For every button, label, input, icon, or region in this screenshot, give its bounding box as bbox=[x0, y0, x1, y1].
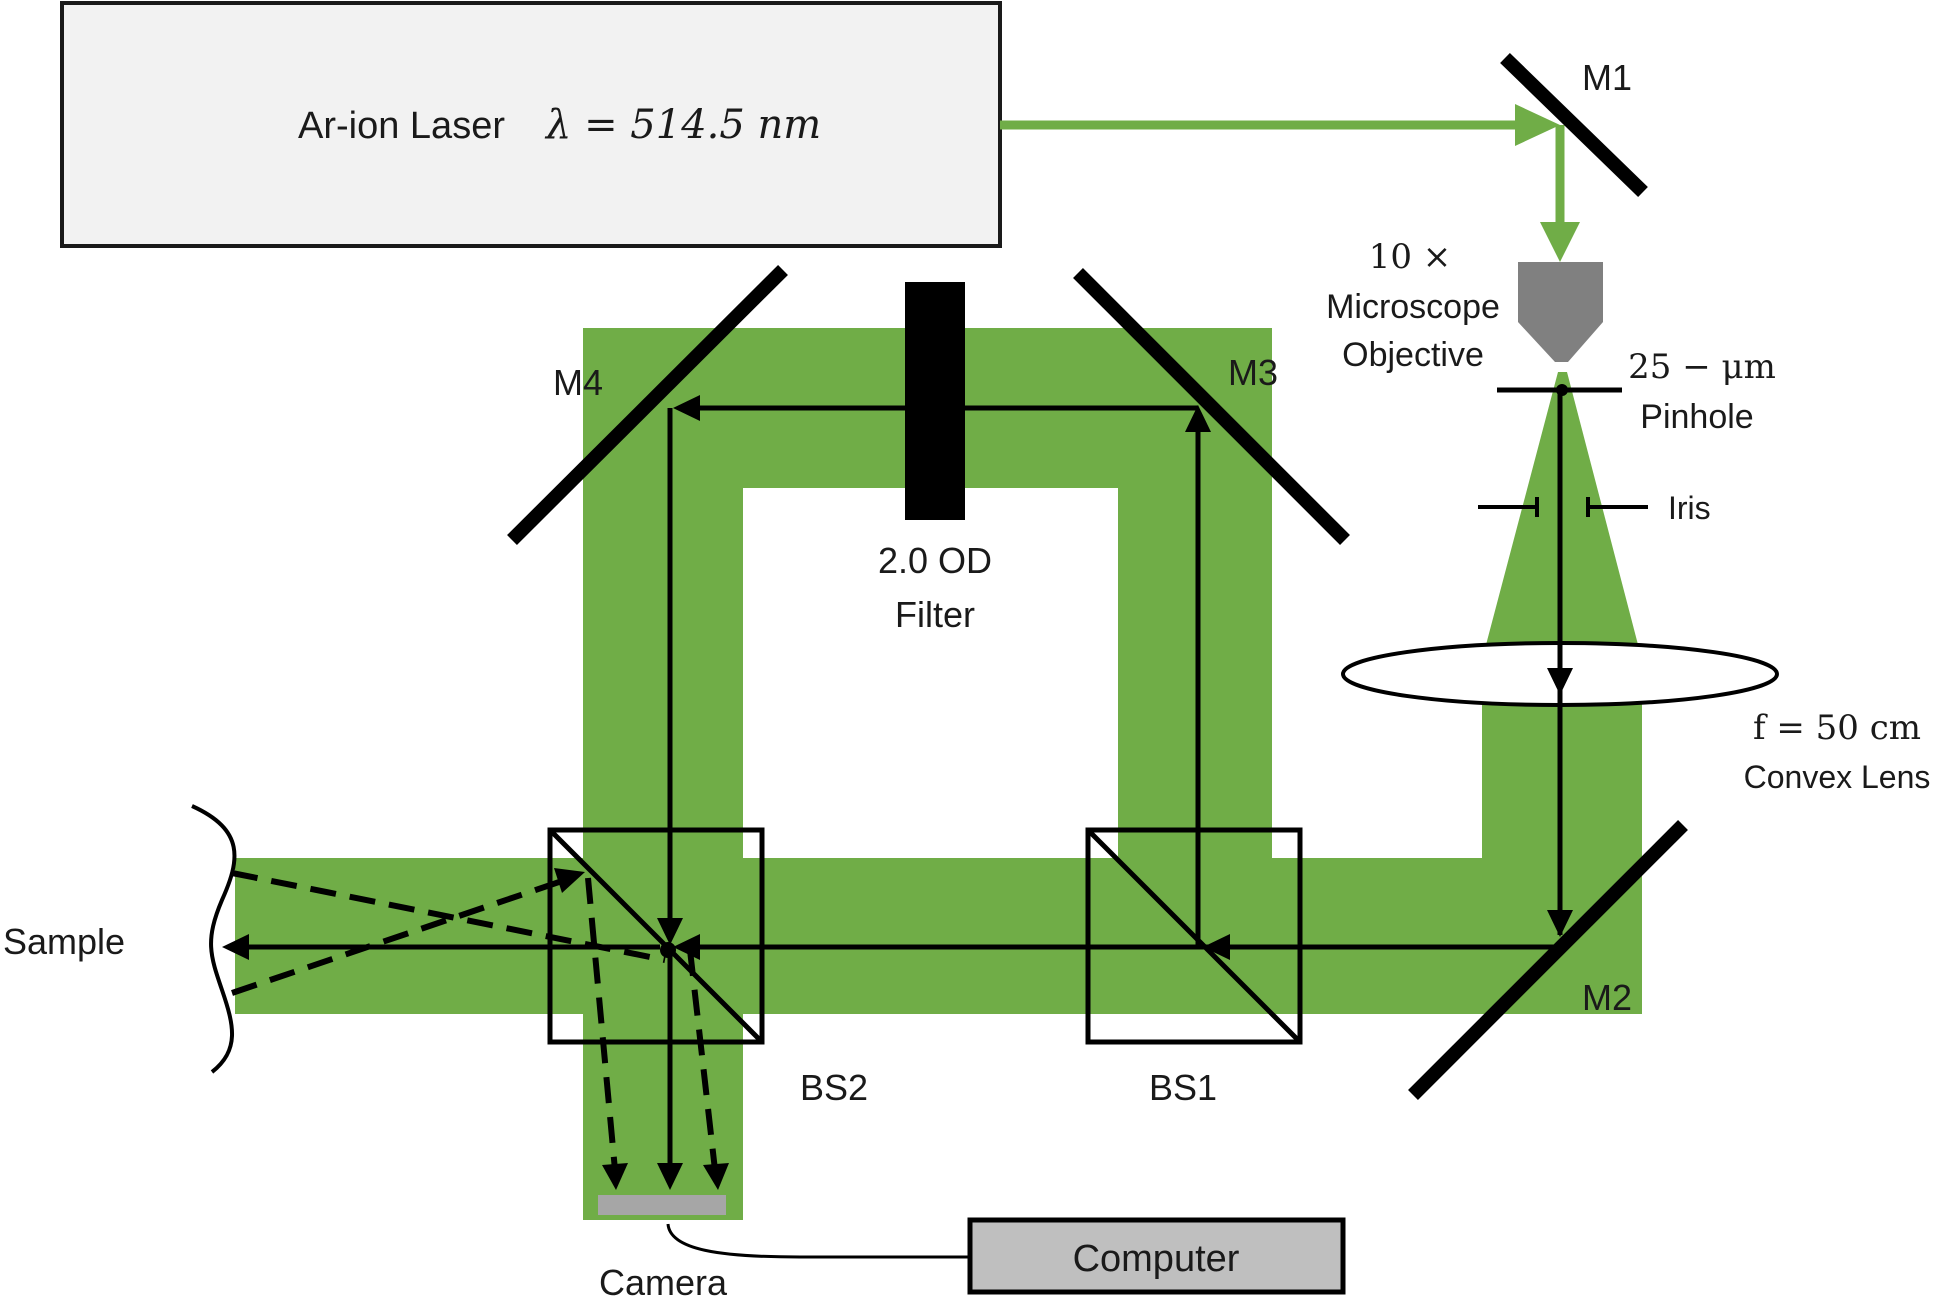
objective-label-line2: Microscope bbox=[1326, 288, 1500, 326]
laser-label: Ar-ion Laser bbox=[298, 105, 505, 147]
camera-sensor bbox=[598, 1195, 726, 1215]
mirror-m2 bbox=[1408, 820, 1688, 1100]
laser-beam-arrowhead bbox=[1515, 104, 1560, 146]
bs2-focus-point bbox=[660, 942, 676, 958]
mirror-m1-label: M1 bbox=[1582, 57, 1632, 98]
beam-horizontal bbox=[235, 858, 1642, 1014]
microscope-objective bbox=[1518, 262, 1603, 362]
mirror-m2-label: M2 bbox=[1582, 977, 1632, 1018]
mirror-m1 bbox=[1500, 52, 1648, 198]
bs1-label: BS1 bbox=[1149, 1067, 1217, 1108]
ray-arrowheads bbox=[222, 395, 1573, 1190]
filter-label-line2: Filter bbox=[895, 594, 975, 635]
scattered-ray-arrowheads bbox=[554, 868, 729, 1190]
mirror-m4-label: M4 bbox=[553, 362, 603, 403]
computer-box bbox=[967, 1217, 1346, 1295]
objective-label-line3: Objective bbox=[1342, 336, 1484, 374]
camera-cable bbox=[666, 1223, 970, 1259]
lens-label-line1: f = 50 cm bbox=[1753, 708, 1921, 748]
laser-wavelength: λ = 514.5 nm bbox=[544, 102, 821, 148]
computer-label: Computer bbox=[1073, 1238, 1240, 1280]
pinhole-label-line2: Pinhole bbox=[1640, 398, 1753, 436]
iris-label: Iris bbox=[1668, 490, 1711, 526]
pinhole-label-line1: 25 − μm bbox=[1628, 347, 1776, 387]
camera-label: Camera bbox=[599, 1262, 728, 1300]
beamsplitter-bs1 bbox=[1085, 827, 1303, 1045]
mirror-m4 bbox=[507, 265, 788, 545]
bs2-label: BS2 bbox=[800, 1067, 868, 1108]
scattered-rays bbox=[231, 870, 718, 1171]
mirror-m3 bbox=[1073, 268, 1350, 545]
sample-label: Sample bbox=[3, 921, 125, 962]
iris bbox=[1478, 497, 1648, 517]
mirror-m3-label: M3 bbox=[1228, 352, 1278, 393]
m1-down-arrowhead bbox=[1540, 222, 1580, 262]
od-filter bbox=[905, 282, 965, 520]
filter-label-line1: 2.0 OD bbox=[878, 540, 992, 581]
lens-label-line2: Convex Lens bbox=[1744, 759, 1931, 795]
sample-surface bbox=[191, 804, 237, 1074]
rays bbox=[232, 390, 1563, 1170]
laser-box bbox=[60, 1, 1002, 248]
objective-label-line1: 10 × bbox=[1369, 237, 1452, 277]
